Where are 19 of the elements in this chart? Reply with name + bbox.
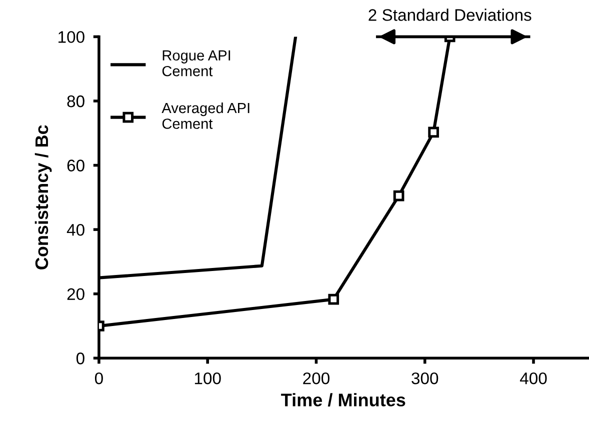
point — [328, 294, 340, 305]
x-tick-label: 200 — [303, 372, 330, 384]
point — [393, 190, 404, 202]
y-tick-label: 40 — [66, 224, 84, 236]
point — [428, 126, 439, 138]
y-tick-label: 0 — [76, 352, 84, 364]
legend-label: Averaged API Cement — [162, 102, 250, 129]
y-axis-title: Consistency / Bc — [34, 125, 52, 270]
x-tick-label: 300 — [412, 372, 438, 384]
y-tick-label: 100 — [58, 31, 84, 43]
x-axis-title: Time / Minutes — [281, 393, 406, 407]
y-tick-label: 60 — [67, 160, 84, 172]
legend-label: Rogue API Cement — [162, 50, 230, 76]
x-tick-label: 100 — [194, 372, 221, 384]
y-tick-label: 20 — [67, 288, 84, 300]
annotation: 2 Standard Deviations — [368, 8, 532, 21]
y-tick-label: 80 — [67, 95, 84, 108]
x-tick-label: 0 — [94, 372, 103, 384]
x-tick-label: 400 — [520, 372, 547, 384]
